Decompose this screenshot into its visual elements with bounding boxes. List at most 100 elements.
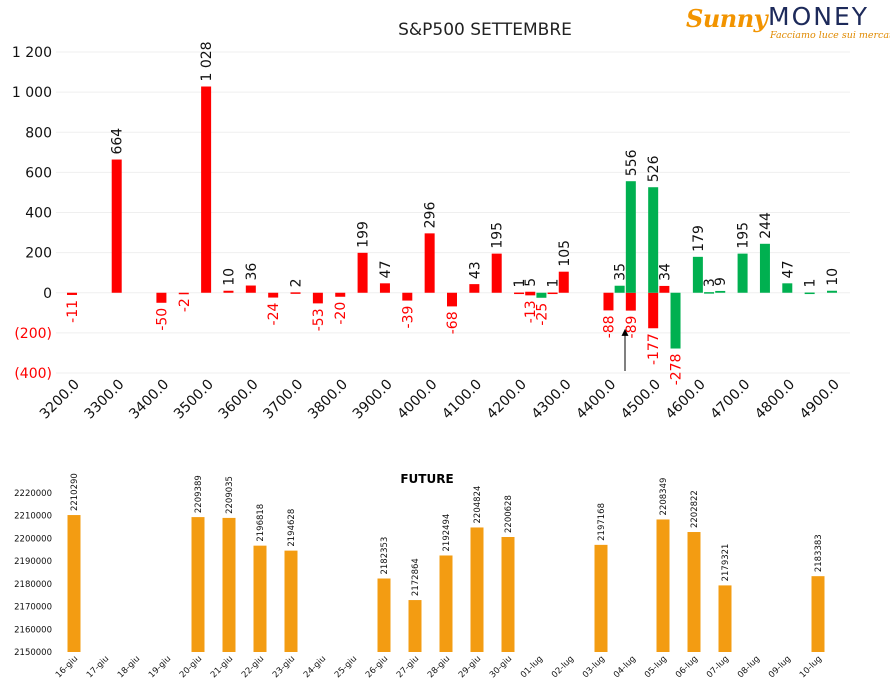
bar bbox=[111, 159, 122, 293]
bar bbox=[335, 292, 346, 297]
x-tick-label: 4400.0 bbox=[573, 377, 619, 423]
x-tick-label: 4900.0 bbox=[797, 377, 843, 423]
data-label: 34 bbox=[657, 263, 673, 281]
future-data-labels: 2210290 2209389 2209035 2196818 2194628 21823… bbox=[70, 473, 824, 596]
bar bbox=[67, 292, 77, 295]
bar bbox=[284, 550, 298, 652]
bar bbox=[687, 532, 701, 652]
data-label: -88 bbox=[601, 315, 617, 338]
x-tick-label: 01-lug bbox=[519, 654, 545, 680]
data-label: 556 bbox=[624, 149, 640, 176]
data-label: 179 bbox=[691, 225, 707, 252]
data-label: -13 bbox=[523, 300, 539, 323]
data-label: 2197168 bbox=[597, 503, 607, 541]
bar bbox=[536, 292, 547, 298]
arrow-head bbox=[621, 328, 629, 336]
bar bbox=[377, 578, 391, 652]
data-label: 2209035 bbox=[225, 476, 235, 514]
logo-tagline: Facciamo luce sui mercati bbox=[770, 30, 890, 41]
y-tick-label: 2210000 bbox=[14, 512, 52, 522]
bar bbox=[715, 290, 726, 293]
bar bbox=[625, 181, 636, 293]
data-label: 2194628 bbox=[287, 509, 297, 547]
data-label: 199 bbox=[356, 221, 372, 248]
future-x-axis: 16-giu 17-giu 18-giu 19-giu 20-giu 21-giu 22-g… bbox=[54, 654, 824, 680]
data-label: 9 bbox=[713, 277, 729, 286]
data-label: -39 bbox=[400, 306, 416, 329]
x-tick-label: 22-giu bbox=[240, 654, 266, 680]
bar bbox=[718, 585, 732, 652]
x-tick-label: 19-giu bbox=[147, 654, 173, 680]
bar bbox=[659, 285, 670, 293]
bar bbox=[648, 187, 659, 293]
y-tick-label: 400 bbox=[25, 206, 52, 222]
x-tick-label: 3800.0 bbox=[305, 377, 351, 423]
bar bbox=[514, 292, 525, 295]
x-tick-label: 4700.0 bbox=[707, 377, 753, 423]
data-label: 296 bbox=[423, 202, 439, 229]
bar bbox=[379, 283, 390, 293]
data-label: 2179321 bbox=[721, 544, 731, 582]
x-tick-label: 3500.0 bbox=[171, 377, 217, 423]
bar-series bbox=[67, 86, 837, 349]
bar bbox=[156, 292, 167, 303]
bar bbox=[782, 283, 793, 293]
y-tick-label: 2170000 bbox=[14, 603, 52, 613]
data-label: 195 bbox=[736, 222, 752, 249]
bar bbox=[603, 292, 614, 311]
bar bbox=[759, 243, 770, 293]
bar bbox=[290, 292, 301, 294]
bar bbox=[470, 527, 484, 652]
bar bbox=[625, 292, 636, 311]
y-tick-label: 2190000 bbox=[14, 557, 52, 567]
bar bbox=[67, 515, 81, 652]
x-tick-label: 08-lug bbox=[736, 654, 762, 680]
arrow-annotation bbox=[621, 328, 629, 371]
bar bbox=[648, 292, 659, 329]
logo-money: MONEY bbox=[768, 2, 870, 31]
bar bbox=[827, 290, 837, 293]
x-tick-label: 16-giu bbox=[54, 654, 80, 680]
x-tick-label: 07-lug bbox=[705, 654, 731, 680]
future-y-axis: 2150000 2160000 2170000 2180000 2190000 22000… bbox=[14, 489, 52, 658]
bar bbox=[547, 292, 558, 295]
y-tick-label: 2220000 bbox=[14, 489, 52, 499]
x-tick-label: 3900.0 bbox=[350, 377, 396, 423]
bar bbox=[191, 517, 205, 652]
x-tick-label: 4200.0 bbox=[484, 377, 530, 423]
x-tick-label: 09-lug bbox=[767, 654, 793, 680]
bar bbox=[704, 292, 715, 294]
x-tick-label: 18-giu bbox=[116, 654, 142, 680]
x-tick-label: 06-lug bbox=[674, 654, 700, 680]
data-label: 43 bbox=[467, 261, 483, 279]
bar bbox=[558, 271, 569, 293]
y-tick-label: 0 bbox=[43, 286, 52, 302]
data-label: -11 bbox=[65, 300, 81, 323]
bar bbox=[357, 252, 368, 293]
data-label: 2 bbox=[289, 278, 305, 287]
data-label: -89 bbox=[624, 316, 640, 339]
future-title: FUTURE bbox=[400, 472, 453, 486]
x-tick-label: 20-giu bbox=[178, 654, 204, 680]
x-tick-label: 04-lug bbox=[612, 654, 638, 680]
future-chart: FUTURE 2150000 2160000 2170000 2180000 21900… bbox=[14, 472, 825, 680]
bar bbox=[222, 517, 236, 652]
bar bbox=[178, 292, 189, 295]
data-label: -53 bbox=[311, 308, 327, 331]
data-label: -177 bbox=[646, 333, 662, 365]
y-axis: (400) (200) 0 200 400 600 800 1 000 1 200 bbox=[12, 45, 52, 382]
x-tick-label: 17-giu bbox=[85, 654, 111, 680]
y-tick-label: 2200000 bbox=[14, 534, 52, 544]
bar bbox=[491, 253, 502, 293]
data-label: 2204824 bbox=[473, 486, 483, 524]
data-label: -50 bbox=[154, 308, 170, 331]
bar bbox=[245, 285, 256, 293]
y-tick-label: (400) bbox=[14, 366, 52, 382]
x-tick-label: 3600.0 bbox=[216, 377, 262, 423]
x-tick-label: 03-lug bbox=[581, 654, 607, 680]
bar bbox=[402, 292, 413, 301]
data-label: 1 bbox=[803, 279, 819, 288]
bar bbox=[525, 291, 536, 294]
bar bbox=[424, 233, 435, 293]
bar bbox=[469, 284, 480, 293]
